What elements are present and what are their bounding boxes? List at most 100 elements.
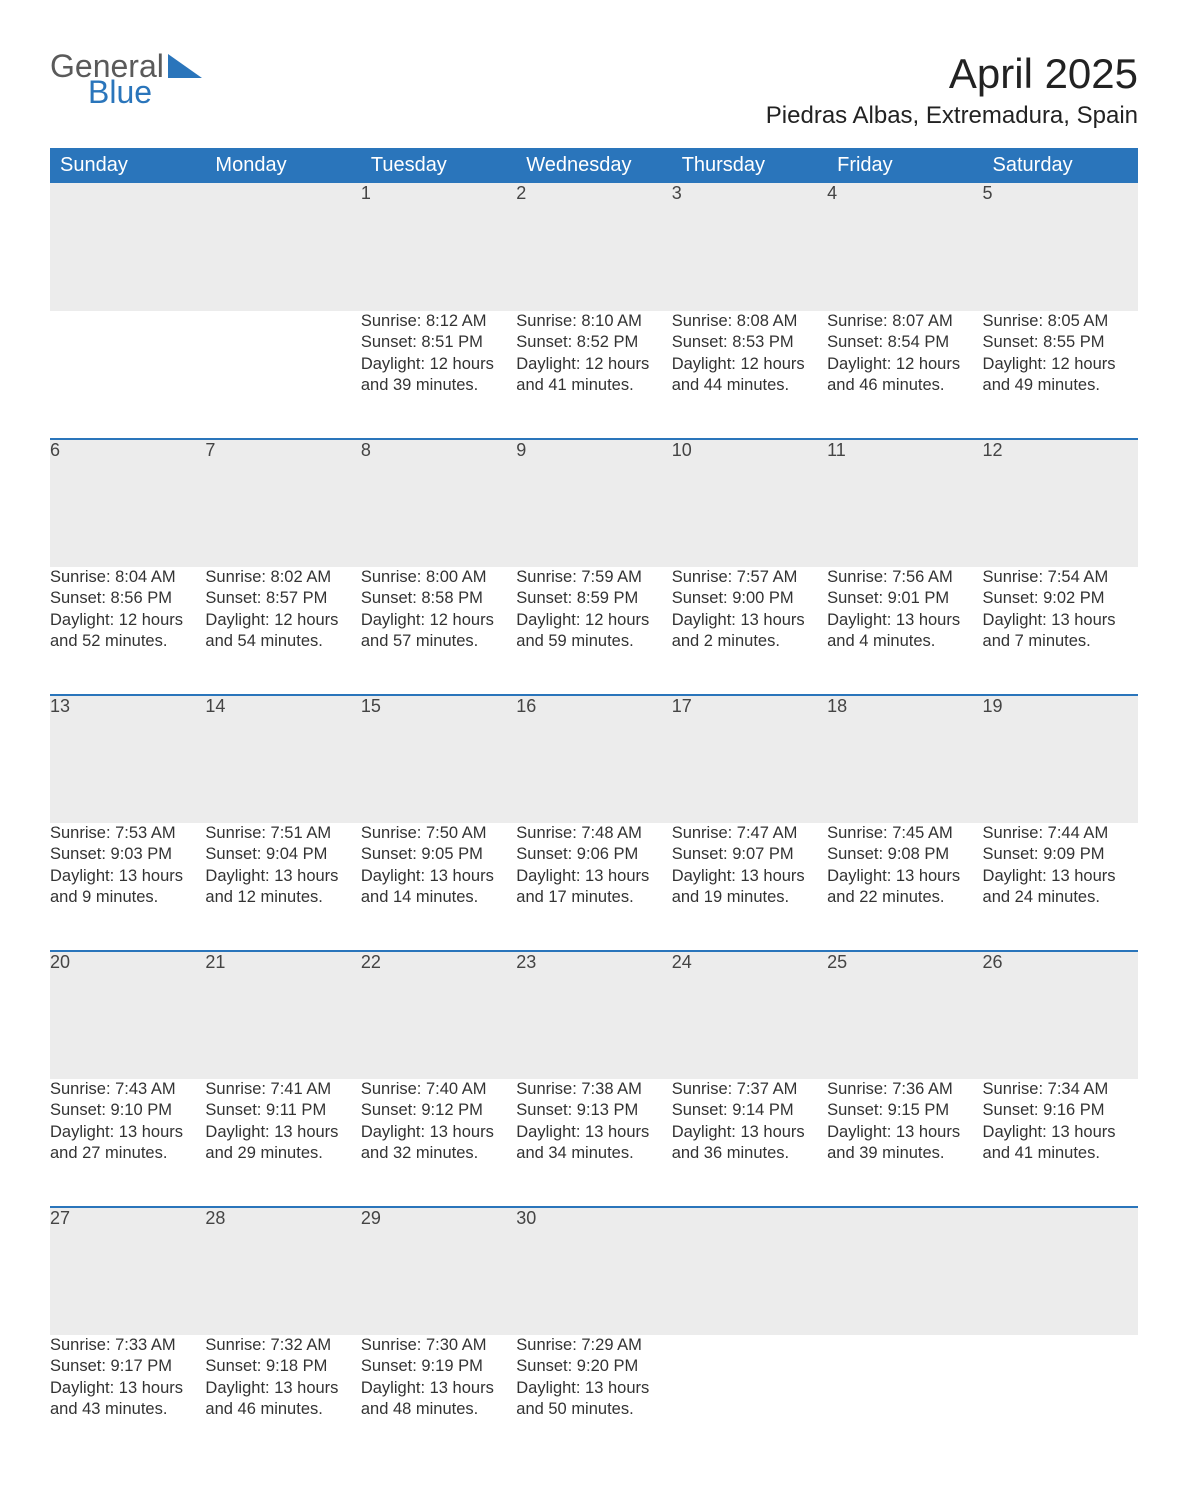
sunset-line: Sunset: 9:19 PM: [361, 1356, 516, 1377]
day-detail-cell: Sunrise: 7:44 AMSunset: 9:09 PMDaylight:…: [983, 823, 1138, 951]
day-detail-cell: Sunrise: 8:00 AMSunset: 8:58 PMDaylight:…: [361, 567, 516, 695]
week-number-row: 12345: [50, 183, 1138, 311]
week-number-row: 20212223242526: [50, 951, 1138, 1079]
daylight-line: Daylight: 13 hours and 43 minutes.: [50, 1378, 205, 1421]
sunrise-line: Sunrise: 7:45 AM: [827, 823, 982, 844]
day-number-cell: 11: [827, 439, 982, 567]
daylight-line: Daylight: 13 hours and 27 minutes.: [50, 1122, 205, 1165]
daylight-line: Daylight: 13 hours and 4 minutes.: [827, 610, 982, 653]
day-number-cell: 1: [361, 183, 516, 311]
sunset-line: Sunset: 8:55 PM: [983, 332, 1138, 353]
sunrise-line: Sunrise: 7:34 AM: [983, 1079, 1138, 1100]
day-detail-cell: Sunrise: 7:43 AMSunset: 9:10 PMDaylight:…: [50, 1079, 205, 1207]
daylight-line: Daylight: 12 hours and 52 minutes.: [50, 610, 205, 653]
sunrise-line: Sunrise: 7:43 AM: [50, 1079, 205, 1100]
day-number-cell: 2: [516, 183, 671, 311]
day-detail-cell: Sunrise: 7:30 AMSunset: 9:19 PMDaylight:…: [361, 1335, 516, 1463]
sunset-line: Sunset: 9:16 PM: [983, 1100, 1138, 1121]
day-detail-cell: [983, 1335, 1138, 1463]
daylight-line: Daylight: 13 hours and 46 minutes.: [205, 1378, 360, 1421]
day-detail-cell: Sunrise: 8:05 AMSunset: 8:55 PMDaylight:…: [983, 311, 1138, 439]
sunset-line: Sunset: 9:10 PM: [50, 1100, 205, 1121]
sunrise-line: Sunrise: 7:32 AM: [205, 1335, 360, 1356]
header: General Blue April 2025 Piedras Albas, E…: [50, 50, 1138, 140]
sunrise-line: Sunrise: 8:04 AM: [50, 567, 205, 588]
daylight-line: Daylight: 13 hours and 14 minutes.: [361, 866, 516, 909]
location-subtitle: Piedras Albas, Extremadura, Spain: [766, 102, 1138, 130]
sunrise-line: Sunrise: 7:53 AM: [50, 823, 205, 844]
sunrise-line: Sunrise: 7:30 AM: [361, 1335, 516, 1356]
day-number-cell: [205, 183, 360, 311]
sunset-line: Sunset: 8:58 PM: [361, 588, 516, 609]
weekday-header: Sunday: [50, 148, 205, 183]
day-number-cell: 16: [516, 695, 671, 823]
sunrise-line: Sunrise: 7:57 AM: [672, 567, 827, 588]
sunrise-line: Sunrise: 8:10 AM: [516, 311, 671, 332]
day-detail-cell: Sunrise: 7:34 AMSunset: 9:16 PMDaylight:…: [983, 1079, 1138, 1207]
day-number-cell: 22: [361, 951, 516, 1079]
triangle-icon: [168, 54, 202, 83]
week-detail-row: Sunrise: 8:04 AMSunset: 8:56 PMDaylight:…: [50, 567, 1138, 695]
day-number-cell: [672, 1207, 827, 1335]
sunrise-line: Sunrise: 7:40 AM: [361, 1079, 516, 1100]
daylight-line: Daylight: 13 hours and 19 minutes.: [672, 866, 827, 909]
day-number-cell: 27: [50, 1207, 205, 1335]
sunset-line: Sunset: 9:05 PM: [361, 844, 516, 865]
month-title: April 2025: [766, 50, 1138, 98]
sunrise-line: Sunrise: 7:44 AM: [983, 823, 1138, 844]
weekday-header: Wednesday: [516, 148, 671, 183]
daylight-line: Daylight: 13 hours and 9 minutes.: [50, 866, 205, 909]
day-detail-cell: Sunrise: 7:48 AMSunset: 9:06 PMDaylight:…: [516, 823, 671, 951]
sunrise-line: Sunrise: 7:29 AM: [516, 1335, 671, 1356]
day-detail-cell: Sunrise: 7:36 AMSunset: 9:15 PMDaylight:…: [827, 1079, 982, 1207]
day-number-cell: 23: [516, 951, 671, 1079]
sunset-line: Sunset: 9:07 PM: [672, 844, 827, 865]
sunset-line: Sunset: 8:59 PM: [516, 588, 671, 609]
day-detail-cell: [827, 1335, 982, 1463]
day-number-cell: 10: [672, 439, 827, 567]
sunset-line: Sunset: 8:56 PM: [50, 588, 205, 609]
weekday-header-row: Sunday Monday Tuesday Wednesday Thursday…: [50, 148, 1138, 183]
weekday-header: Saturday: [983, 148, 1138, 183]
day-detail-cell: Sunrise: 7:50 AMSunset: 9:05 PMDaylight:…: [361, 823, 516, 951]
sunrise-line: Sunrise: 7:54 AM: [983, 567, 1138, 588]
sunset-line: Sunset: 9:00 PM: [672, 588, 827, 609]
daylight-line: Daylight: 12 hours and 54 minutes.: [205, 610, 360, 653]
sunrise-line: Sunrise: 7:37 AM: [672, 1079, 827, 1100]
day-number-cell: 21: [205, 951, 360, 1079]
day-detail-cell: Sunrise: 8:07 AMSunset: 8:54 PMDaylight:…: [827, 311, 982, 439]
day-detail-cell: Sunrise: 7:41 AMSunset: 9:11 PMDaylight:…: [205, 1079, 360, 1207]
daylight-line: Daylight: 13 hours and 48 minutes.: [361, 1378, 516, 1421]
daylight-line: Daylight: 13 hours and 12 minutes.: [205, 866, 360, 909]
day-detail-cell: Sunrise: 7:47 AMSunset: 9:07 PMDaylight:…: [672, 823, 827, 951]
day-detail-cell: Sunrise: 7:59 AMSunset: 8:59 PMDaylight:…: [516, 567, 671, 695]
day-detail-cell: [672, 1335, 827, 1463]
day-number-cell: [983, 1207, 1138, 1335]
sunset-line: Sunset: 8:54 PM: [827, 332, 982, 353]
sunrise-line: Sunrise: 7:59 AM: [516, 567, 671, 588]
day-number-cell: 14: [205, 695, 360, 823]
sunrise-line: Sunrise: 8:07 AM: [827, 311, 982, 332]
sunrise-line: Sunrise: 8:08 AM: [672, 311, 827, 332]
daylight-line: Daylight: 12 hours and 41 minutes.: [516, 354, 671, 397]
day-detail-cell: Sunrise: 8:04 AMSunset: 8:56 PMDaylight:…: [50, 567, 205, 695]
day-number-cell: 8: [361, 439, 516, 567]
sunset-line: Sunset: 9:06 PM: [516, 844, 671, 865]
sunrise-line: Sunrise: 7:48 AM: [516, 823, 671, 844]
day-number-cell: 17: [672, 695, 827, 823]
day-number-cell: 26: [983, 951, 1138, 1079]
sunset-line: Sunset: 9:14 PM: [672, 1100, 827, 1121]
day-number-cell: 4: [827, 183, 982, 311]
day-number-cell: 13: [50, 695, 205, 823]
day-detail-cell: Sunrise: 7:45 AMSunset: 9:08 PMDaylight:…: [827, 823, 982, 951]
week-detail-row: Sunrise: 8:12 AMSunset: 8:51 PMDaylight:…: [50, 311, 1138, 439]
day-detail-cell: Sunrise: 7:53 AMSunset: 9:03 PMDaylight:…: [50, 823, 205, 951]
week-number-row: 6789101112: [50, 439, 1138, 567]
sunrise-line: Sunrise: 7:56 AM: [827, 567, 982, 588]
daylight-line: Daylight: 13 hours and 7 minutes.: [983, 610, 1138, 653]
day-number-cell: 18: [827, 695, 982, 823]
week-detail-row: Sunrise: 7:53 AMSunset: 9:03 PMDaylight:…: [50, 823, 1138, 951]
sunset-line: Sunset: 9:11 PM: [205, 1100, 360, 1121]
day-number-cell: 5: [983, 183, 1138, 311]
day-number-cell: 3: [672, 183, 827, 311]
